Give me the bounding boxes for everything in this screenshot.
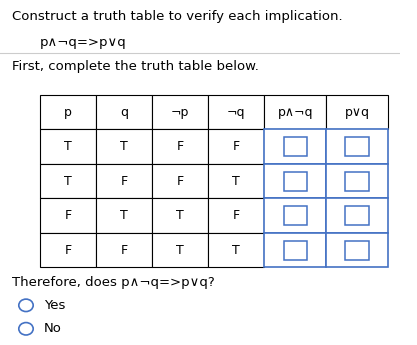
Text: F: F <box>177 140 184 153</box>
Text: T: T <box>176 209 184 222</box>
Text: ¬p: ¬p <box>171 106 189 119</box>
Text: ¬q: ¬q <box>227 106 246 119</box>
Bar <box>208 198 264 233</box>
Bar <box>345 137 369 156</box>
Text: F: F <box>121 244 128 257</box>
Bar <box>96 233 152 267</box>
Text: F: F <box>233 209 240 222</box>
Text: T: T <box>120 209 128 222</box>
Bar <box>96 164 152 198</box>
Bar <box>40 198 96 233</box>
Text: F: F <box>65 244 72 257</box>
Bar <box>326 95 388 129</box>
Text: p∧¬q=>p∨q: p∧¬q=>p∨q <box>40 36 127 49</box>
Bar <box>152 233 208 267</box>
Text: T: T <box>64 175 72 188</box>
Text: Construct a truth table to verify each implication.: Construct a truth table to verify each i… <box>12 10 343 23</box>
Bar <box>96 95 152 129</box>
Bar <box>40 129 96 164</box>
Text: p∧¬q: p∧¬q <box>278 106 313 119</box>
Text: T: T <box>233 175 240 188</box>
Bar <box>40 233 96 267</box>
Text: q: q <box>120 106 128 119</box>
Bar <box>345 206 369 225</box>
Bar <box>264 129 326 164</box>
Text: F: F <box>233 140 240 153</box>
Text: p: p <box>64 106 72 119</box>
Bar <box>152 129 208 164</box>
Bar <box>96 198 152 233</box>
Bar <box>264 95 326 129</box>
Bar <box>264 164 326 198</box>
Text: T: T <box>64 140 72 153</box>
Bar <box>345 172 369 191</box>
Bar <box>264 233 326 267</box>
Text: p∨q: p∨q <box>344 106 369 119</box>
Text: F: F <box>121 175 128 188</box>
Text: Therefore, does p∧¬q=>p∨q?: Therefore, does p∧¬q=>p∨q? <box>12 276 215 289</box>
Bar <box>326 233 388 267</box>
Bar <box>326 198 388 233</box>
Text: F: F <box>177 175 184 188</box>
Bar <box>264 198 326 233</box>
Text: No: No <box>44 322 62 335</box>
Text: F: F <box>65 209 72 222</box>
Bar <box>284 241 307 260</box>
Bar <box>40 164 96 198</box>
Text: Yes: Yes <box>44 299 65 312</box>
Bar <box>345 241 369 260</box>
Bar <box>208 233 264 267</box>
Text: T: T <box>120 140 128 153</box>
Bar <box>40 95 96 129</box>
Bar <box>208 164 264 198</box>
Text: T: T <box>233 244 240 257</box>
Bar <box>284 172 307 191</box>
Bar <box>152 95 208 129</box>
Bar <box>152 164 208 198</box>
Bar <box>326 129 388 164</box>
Bar <box>208 129 264 164</box>
Bar <box>284 206 307 225</box>
Bar <box>208 95 264 129</box>
Text: T: T <box>176 244 184 257</box>
Bar <box>96 129 152 164</box>
Bar <box>284 137 307 156</box>
Text: First, complete the truth table below.: First, complete the truth table below. <box>12 60 259 73</box>
Bar <box>326 164 388 198</box>
Bar <box>152 198 208 233</box>
